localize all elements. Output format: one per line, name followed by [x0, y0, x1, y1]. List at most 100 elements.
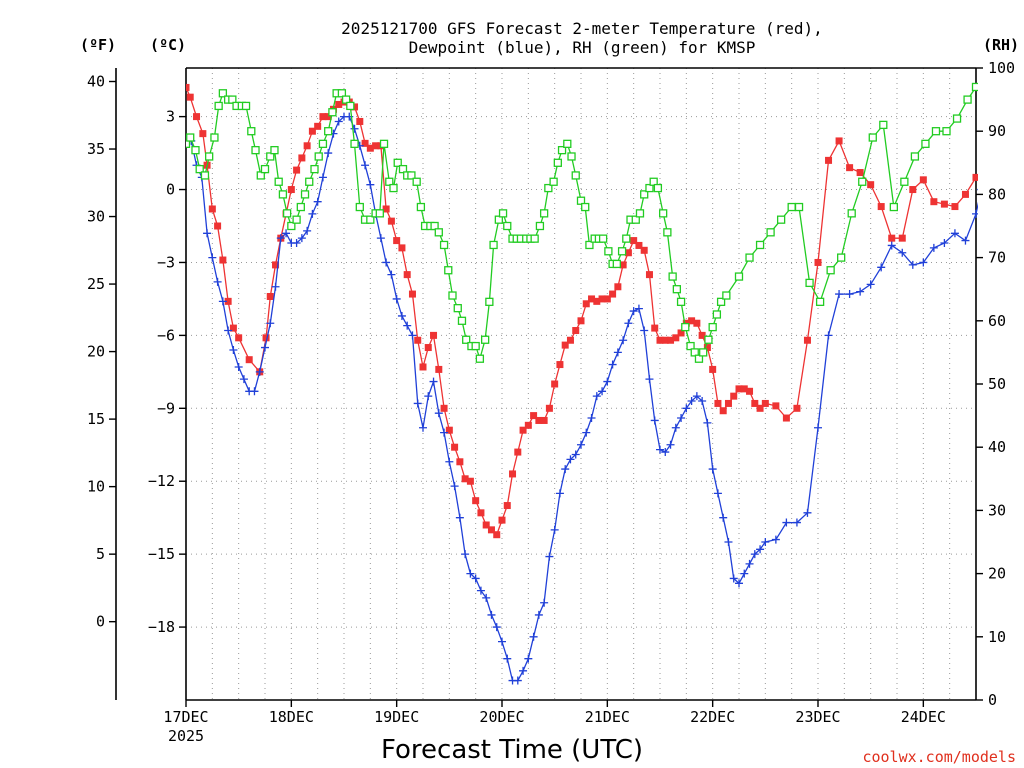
rh-point: [694, 354, 704, 363]
temperature-point: [814, 258, 822, 266]
temperature-point: [667, 336, 675, 344]
fahrenheit-tick-label: 20: [87, 343, 105, 361]
dewpoint-point: [455, 513, 464, 522]
temperature-point: [319, 113, 327, 121]
rh-point: [847, 209, 856, 218]
temperature-point: [351, 103, 359, 111]
dewpoint-point: [803, 508, 812, 517]
rh-point: [214, 101, 223, 111]
temperature-point: [561, 341, 569, 349]
celsius-tick-label: −18: [148, 618, 175, 636]
rh-point: [318, 139, 328, 148]
credit-label: coolwx.com/models: [862, 748, 1016, 766]
temperature-point: [229, 324, 237, 332]
temperature-point: [186, 83, 190, 91]
rh-point: [475, 354, 485, 363]
rh-point: [604, 247, 613, 256]
dewpoint-point: [792, 518, 801, 527]
dewpoint-point: [692, 392, 701, 401]
temperature-point: [214, 222, 222, 230]
rh-point: [868, 133, 877, 142]
rh-point: [241, 101, 251, 111]
celsius-tick-label: −6: [157, 326, 175, 344]
rh-point: [900, 177, 909, 186]
dewpoint-point: [877, 263, 886, 272]
rh-point: [716, 297, 726, 306]
temperature-point: [630, 237, 638, 245]
dewpoint-point: [492, 623, 501, 632]
rh-point: [635, 209, 645, 218]
rh-point: [622, 234, 631, 243]
dewpoint-point: [250, 387, 259, 396]
temperature-point: [635, 241, 643, 249]
temperature-point: [219, 256, 227, 264]
rh-point: [489, 240, 498, 250]
rh-point: [186, 139, 191, 148]
temperature-point: [651, 324, 659, 332]
rh-point: [439, 240, 449, 250]
rh-point: [260, 164, 270, 174]
rh-point: [247, 127, 256, 136]
rh-tick-label: 70: [988, 249, 1006, 267]
x-tick-label: 20DEC: [479, 708, 524, 726]
rh-point: [430, 221, 439, 231]
rh-point: [480, 335, 490, 344]
temperature-point: [287, 186, 295, 194]
x-tick-sublabel: 2025: [168, 727, 204, 745]
dewpoint-point: [413, 399, 422, 408]
series-rh: [186, 82, 978, 363]
x-tick-label: 18DEC: [269, 708, 314, 726]
temperature-point: [719, 407, 727, 415]
temperature-point: [493, 531, 501, 539]
temperature-point: [772, 402, 780, 410]
temperature-point: [693, 319, 701, 327]
rh-point: [571, 171, 580, 180]
temperature-point: [466, 477, 474, 485]
rh-point: [942, 127, 951, 136]
temperature-point: [186, 93, 194, 101]
rh-point: [734, 272, 744, 281]
x-tick-label: 21DEC: [585, 708, 630, 726]
dewpoint-point: [640, 326, 649, 335]
rh-point: [398, 164, 408, 174]
temperature-point: [245, 356, 253, 364]
dewpoint-point: [540, 598, 549, 607]
temperature-point: [556, 361, 564, 369]
fahrenheit-unit-label: (ºF): [80, 36, 116, 54]
dewpoint-point: [555, 489, 564, 498]
temperature-point: [961, 190, 969, 198]
rh-point: [393, 158, 402, 167]
temperature-point: [498, 516, 506, 524]
dewpoint-point: [950, 229, 959, 238]
rh-unit-label: (RH): [983, 36, 1019, 54]
dewpoint-point: [756, 545, 765, 554]
dewpoint-point: [234, 362, 243, 371]
temperature-point: [324, 113, 332, 121]
dewpoint-point: [440, 428, 449, 437]
dewpoint-point: [866, 280, 875, 289]
temperature-point: [645, 271, 653, 279]
rh-point: [676, 297, 686, 306]
temperature-point: [451, 443, 459, 451]
rh-point: [407, 171, 416, 180]
temperature-point: [366, 144, 374, 152]
dewpoint-point: [213, 277, 222, 286]
temperature-point: [262, 334, 270, 342]
dewpoint-point: [703, 418, 712, 427]
rh-point: [366, 215, 375, 224]
fahrenheit-tick-label: 30: [87, 208, 105, 226]
rh-tick-label: 100: [988, 59, 1015, 77]
dewpoint-point: [203, 229, 212, 238]
series-layer: [186, 82, 978, 685]
temperature-point: [530, 412, 538, 420]
fahrenheit-tick-label: 25: [87, 275, 105, 293]
temperature-point: [751, 399, 759, 407]
temperature-point: [224, 297, 232, 305]
dewpoint-point: [255, 367, 264, 376]
dewpoint-point: [561, 465, 570, 474]
rh-point: [503, 221, 512, 231]
dewpoint-point: [571, 450, 580, 459]
rh-point: [385, 177, 394, 186]
rh-point: [755, 240, 765, 250]
